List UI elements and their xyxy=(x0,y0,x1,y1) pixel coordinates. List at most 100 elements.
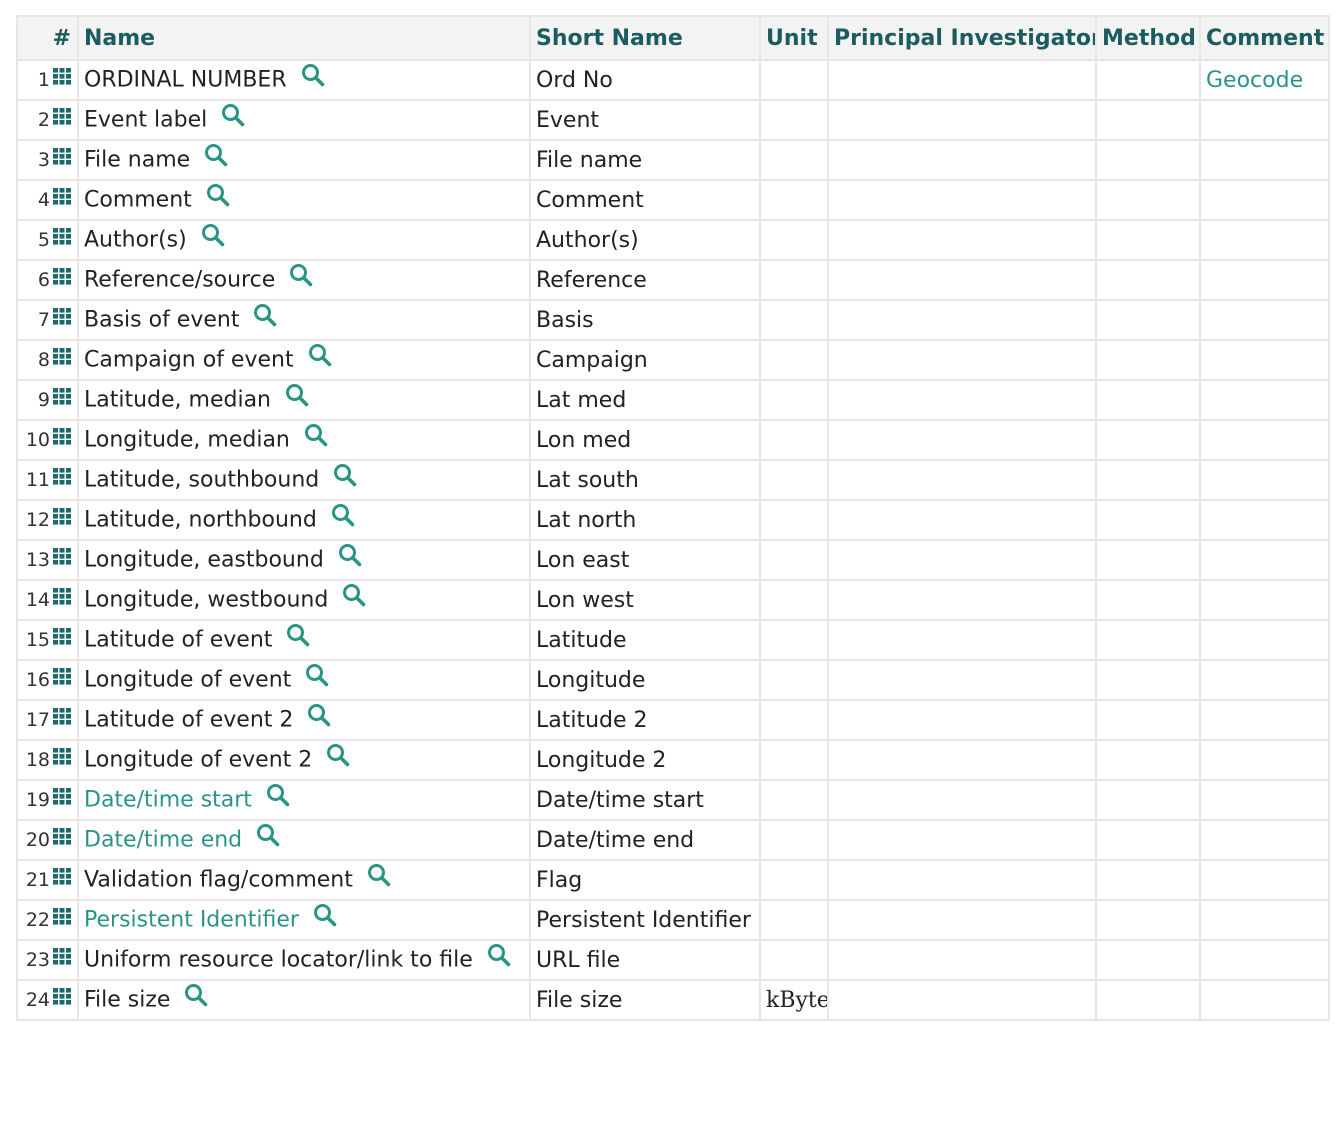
name-cell: Latitude, median xyxy=(77,379,531,421)
search-icon[interactable] xyxy=(301,63,325,93)
search-icon[interactable] xyxy=(333,463,357,493)
search-icon[interactable] xyxy=(338,543,362,573)
parameter-name[interactable]: Date/time start xyxy=(84,787,252,813)
search-icon[interactable] xyxy=(326,743,350,773)
principal-investigator-cell xyxy=(827,179,1097,221)
grid-icon[interactable] xyxy=(53,106,72,131)
search-icon[interactable] xyxy=(308,343,332,373)
search-icon[interactable] xyxy=(367,863,391,893)
header-principal-investigator[interactable]: Principal Investigator xyxy=(827,15,1097,61)
unit-cell xyxy=(759,739,829,781)
principal-investigator-cell xyxy=(827,339,1097,381)
grid-icon[interactable] xyxy=(53,466,72,491)
name-cell: Persistent Identifier xyxy=(77,899,531,941)
search-icon[interactable] xyxy=(206,183,230,213)
grid-icon[interactable] xyxy=(53,746,72,771)
short-name-cell: Lon east xyxy=(529,539,761,581)
name-cell: Author(s) xyxy=(77,219,531,261)
grid-icon[interactable] xyxy=(53,906,72,931)
grid-icon[interactable] xyxy=(53,986,72,1011)
search-icon[interactable] xyxy=(256,823,280,853)
table-row: 8 Campaign of event Campaign xyxy=(16,339,1330,381)
grid-icon[interactable] xyxy=(53,626,72,651)
search-icon[interactable] xyxy=(305,663,329,693)
name-cell: Uniform resource locator/link to file xyxy=(77,939,531,981)
search-icon[interactable] xyxy=(313,903,337,933)
comment-cell xyxy=(1199,259,1330,301)
search-icon[interactable] xyxy=(184,983,208,1013)
comment-cell xyxy=(1199,379,1330,421)
parameter-name: Event label xyxy=(84,107,208,133)
search-icon[interactable] xyxy=(342,583,366,613)
name-cell: Latitude of event 2 xyxy=(77,699,531,741)
search-icon[interactable] xyxy=(307,703,331,733)
search-icon[interactable] xyxy=(204,143,228,173)
grid-icon[interactable] xyxy=(53,186,72,211)
parameter-name[interactable]: Persistent Identifier xyxy=(84,907,299,933)
grid-icon[interactable] xyxy=(53,866,72,891)
row-number-cell: 8 xyxy=(16,339,79,381)
search-icon[interactable] xyxy=(331,503,355,533)
parameter-name: Longitude, median xyxy=(84,427,290,453)
grid-icon[interactable] xyxy=(53,706,72,731)
grid-icon[interactable] xyxy=(53,666,72,691)
search-icon[interactable] xyxy=(285,383,309,413)
principal-investigator-cell xyxy=(827,699,1097,741)
search-icon[interactable] xyxy=(201,223,225,253)
grid-icon[interactable] xyxy=(53,946,72,971)
row-number: 13 xyxy=(25,549,50,571)
grid-icon[interactable] xyxy=(53,506,72,531)
parameter-name: Campaign of event xyxy=(84,347,294,373)
header-short-name[interactable]: Short Name xyxy=(529,15,761,61)
table-row: 16 Longitude of event Longitude xyxy=(16,659,1330,701)
method-cell xyxy=(1095,379,1201,421)
row-number-cell: 15 xyxy=(16,619,79,661)
name-cell: Validation flag/comment xyxy=(77,859,531,901)
header-method[interactable]: Method xyxy=(1095,15,1201,61)
grid-icon[interactable] xyxy=(53,586,72,611)
header-unit[interactable]: Unit xyxy=(759,15,829,61)
search-icon[interactable] xyxy=(487,943,511,973)
search-icon[interactable] xyxy=(221,103,245,133)
grid-icon[interactable] xyxy=(53,386,72,411)
grid-icon[interactable] xyxy=(53,146,72,171)
grid-icon[interactable] xyxy=(53,426,72,451)
grid-icon[interactable] xyxy=(53,826,72,851)
parameter-name[interactable]: Date/time end xyxy=(84,827,243,853)
header-name[interactable]: Name xyxy=(77,15,531,61)
search-icon[interactable] xyxy=(253,303,277,333)
table-row: 10 Longitude, median Lon med xyxy=(16,419,1330,461)
parameter-name: Validation flag/comment xyxy=(84,867,353,893)
method-cell xyxy=(1095,619,1201,661)
row-number: 3 xyxy=(37,149,50,171)
grid-icon[interactable] xyxy=(53,306,72,331)
grid-icon[interactable] xyxy=(53,546,72,571)
grid-icon[interactable] xyxy=(53,786,72,811)
parameter-name: Longitude, westbound xyxy=(84,587,329,613)
method-cell xyxy=(1095,299,1201,341)
short-name-cell: Reference xyxy=(529,259,761,301)
search-icon[interactable] xyxy=(289,263,313,293)
grid-icon[interactable] xyxy=(53,226,72,251)
grid-icon[interactable] xyxy=(53,66,72,91)
search-icon[interactable] xyxy=(266,783,290,813)
comment-cell xyxy=(1199,899,1330,941)
search-icon[interactable] xyxy=(304,423,328,453)
grid-icon[interactable] xyxy=(53,346,72,371)
unit-cell xyxy=(759,219,829,261)
table-row: 15 Latitude of event Latitude xyxy=(16,619,1330,661)
row-number-cell: 17 xyxy=(16,699,79,741)
comment-link[interactable]: Geocode xyxy=(1206,67,1304,93)
method-cell xyxy=(1095,459,1201,501)
search-icon[interactable] xyxy=(286,623,310,653)
principal-investigator-cell xyxy=(827,99,1097,141)
grid-icon[interactable] xyxy=(53,266,72,291)
unit-cell xyxy=(759,819,829,861)
row-number: 11 xyxy=(25,469,50,491)
comment-cell xyxy=(1199,179,1330,221)
header-comment[interactable]: Comment xyxy=(1199,15,1330,61)
table-row: 6 Reference/source Reference xyxy=(16,259,1330,301)
table-row: 22 Persistent Identifier Persistent Identi… xyxy=(16,899,1330,941)
parameter-name: ORDINAL NUMBER xyxy=(84,67,287,93)
table-header-row: # Name Short Name Unit Principal Investi… xyxy=(16,15,1330,61)
